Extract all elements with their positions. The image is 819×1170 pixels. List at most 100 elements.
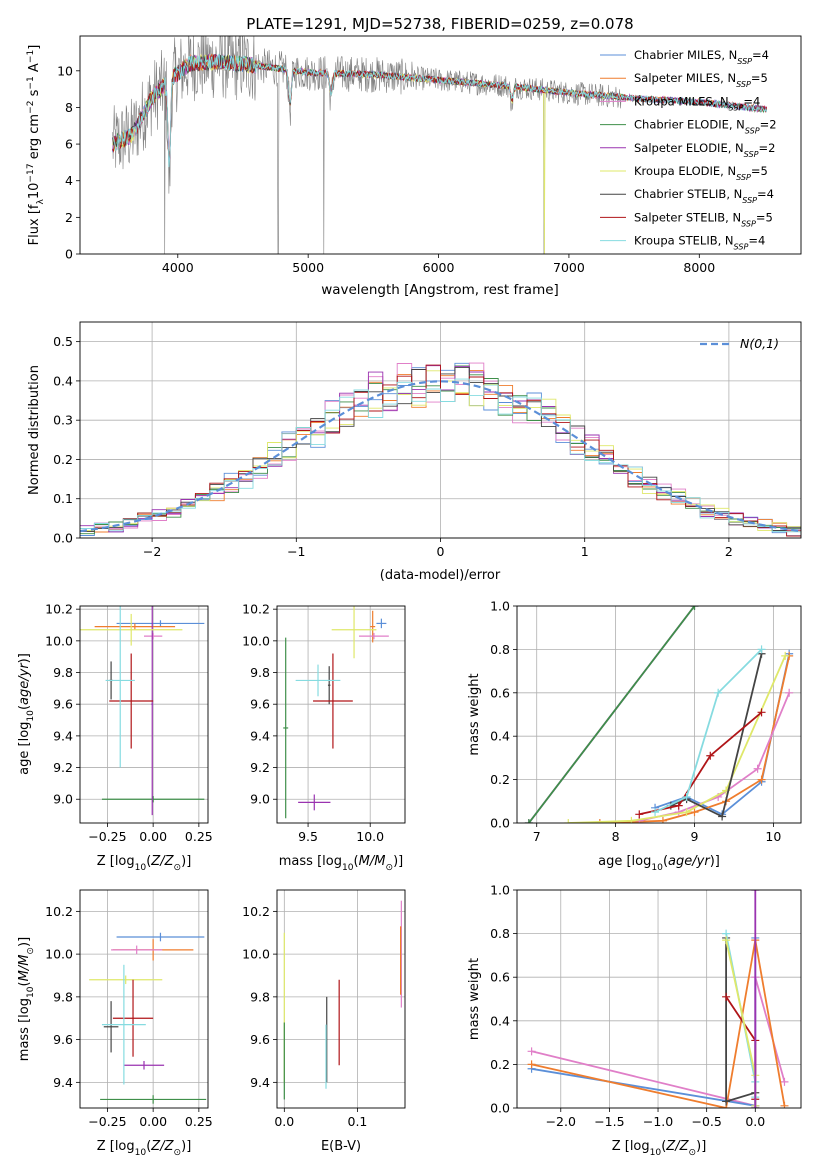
x-tick-label: −1.0 — [643, 1114, 673, 1129]
x-axis-label: (data-model)/error — [380, 568, 501, 583]
weight-line-chabrier-miles — [531, 938, 757, 1107]
y-tick-label: 0.8 — [490, 642, 510, 657]
plot-area-age-vs-Z — [80, 606, 205, 816]
y-tick-label: 0.5 — [53, 334, 73, 349]
label-part: −1 — [26, 76, 36, 89]
panel-mass-vs-EBV: 0.0 0.1 9.4 9.6 9.8 10.0 10.2 E(B-V) — [242, 889, 406, 1154]
y-tick-label: 0.2 — [53, 452, 73, 467]
figure-title: PLATE=1291, MJD=52738, FIBERID=0259, z=0… — [246, 15, 633, 33]
label-part: Z [log — [97, 1139, 135, 1154]
panel-mass-vs-Z: −0.25 0.00 0.259.49.69.810.010.2Z [log10(Z… — [17, 889, 213, 1158]
axes-frame — [79, 321, 802, 539]
x-tick-label: 7 — [533, 829, 541, 844]
y-tick-label: 9.4 — [53, 728, 73, 743]
label-part: =5 — [751, 71, 768, 85]
label-part: Kroupa ELODIE, N — [634, 164, 736, 178]
plot-area-residuals — [80, 362, 801, 537]
label-part: Salpeter MILES, N — [634, 71, 736, 85]
label-part: A — [27, 63, 42, 76]
plot-area-weight-vs-Z — [527, 890, 789, 1108]
label-part: 10 — [650, 1148, 662, 1158]
y-tick-label: 0.1 — [53, 491, 73, 506]
label-part: )] — [181, 854, 191, 869]
y-tick-label: 9.6 — [53, 697, 73, 712]
model-spectrum-kroupa-stelib — [112, 53, 767, 168]
x-tick-label: 0.1 — [348, 1114, 368, 1129]
x-tick-label: 0.00 — [139, 829, 167, 844]
label-part: ( — [17, 705, 32, 710]
label-part: =2 — [758, 141, 775, 155]
label-part: M/M — [17, 955, 32, 982]
x-tick-label: −2 — [143, 544, 161, 559]
label-part: ( — [661, 1139, 666, 1154]
x-tick-label: 2 — [725, 544, 733, 559]
x-axis-label: Z [log10(Z/Z⊙)] — [97, 1139, 192, 1158]
label-part: −2 — [26, 101, 36, 114]
legend-entry: Salpeter MILES, NSSP=5 — [634, 71, 768, 89]
y-tick-label: 0.0 — [490, 816, 510, 831]
label-part: )] — [17, 653, 32, 663]
x-tick-label: −0.5 — [691, 1114, 721, 1129]
label-part: 10 — [26, 986, 36, 998]
label-part: Z [log — [97, 854, 135, 869]
y-tick-label: 10.0 — [242, 633, 270, 648]
y-tick-label: 9.2 — [250, 760, 270, 775]
label-part: =4 — [743, 94, 760, 108]
weight-line-kroupa-stelib — [654, 648, 763, 813]
panel-residuals: −2 −1 0 1 2 0.0 0.1 0.2 0.3 0.4 0.5 N(0,1) (data-mod… — [27, 321, 802, 583]
weight-marker — [781, 651, 790, 660]
plot-area-weight-vs-age — [524, 606, 794, 823]
axes-frame — [516, 889, 802, 1109]
y-tick-label: 4 — [65, 173, 73, 188]
x-tick-label: 0 — [437, 544, 445, 559]
y-tick-label: 9.8 — [250, 665, 270, 680]
label-part: ] — [27, 45, 42, 50]
weight-marker — [757, 775, 766, 784]
legend-entry: Kroupa MILES, NSSP=4 — [634, 94, 760, 112]
x-tick-label: 8 — [612, 829, 620, 844]
data-spectrum-line — [112, 36, 622, 254]
legend-entry: Salpeter STELIB, NSSP=5 — [634, 210, 773, 228]
label-part: −1 — [26, 50, 36, 63]
label-part: SSP — [744, 149, 759, 158]
y-tick-label: 9.6 — [250, 697, 270, 712]
y-tick-label: 9.0 — [53, 792, 73, 807]
weight-marker — [751, 1104, 760, 1108]
label-part: Chabrier MILES, N — [634, 48, 737, 62]
y-axis-label: mass weight — [467, 958, 482, 1040]
y-tick-label: 9.8 — [250, 989, 270, 1004]
label-part: Kroupa STELIB, N — [634, 234, 734, 248]
weight-line-salpeter-miles — [531, 939, 786, 1108]
x-tick-label: 10.0 — [356, 829, 384, 844]
y-tick-label: 9.4 — [53, 1075, 73, 1090]
weight-marker — [722, 936, 731, 945]
y-tick-label: 9.0 — [250, 792, 270, 807]
axes-frame — [79, 889, 209, 1109]
y-tick-label: 0.6 — [490, 970, 510, 985]
y-tick-label: 10.0 — [45, 633, 73, 648]
label-part: ( — [663, 854, 668, 869]
weight-line-salpeter-stelib — [639, 711, 763, 816]
axes-frame — [516, 605, 802, 824]
x-tick-label: 0.25 — [185, 829, 213, 844]
label-part: Z [log — [612, 1139, 650, 1154]
x-tick-label: 10 — [765, 829, 781, 844]
label-part: SSP — [745, 126, 760, 135]
weight-marker — [682, 792, 691, 801]
label-part: mass [log — [17, 998, 32, 1061]
legend-entry: Salpeter ELODIE, NSSP=2 — [634, 141, 775, 159]
label-part: Kroupa MILES, N — [634, 94, 729, 108]
label-part: ( — [146, 854, 151, 869]
y-tick-label: 10.2 — [242, 904, 270, 919]
label-part: 10 — [135, 863, 147, 873]
legend-entry: Chabrier ELODIE, NSSP=2 — [634, 118, 777, 136]
weight-marker — [682, 808, 691, 817]
x-tick-label: 6000 — [423, 260, 455, 275]
label-part: SSP — [742, 196, 757, 205]
label-part: ⊙ — [26, 947, 36, 955]
normal-curve — [80, 380, 801, 533]
legend-entry: N(0,1) — [740, 336, 779, 351]
weight-marker — [785, 688, 794, 697]
weight-marker — [527, 1060, 536, 1069]
